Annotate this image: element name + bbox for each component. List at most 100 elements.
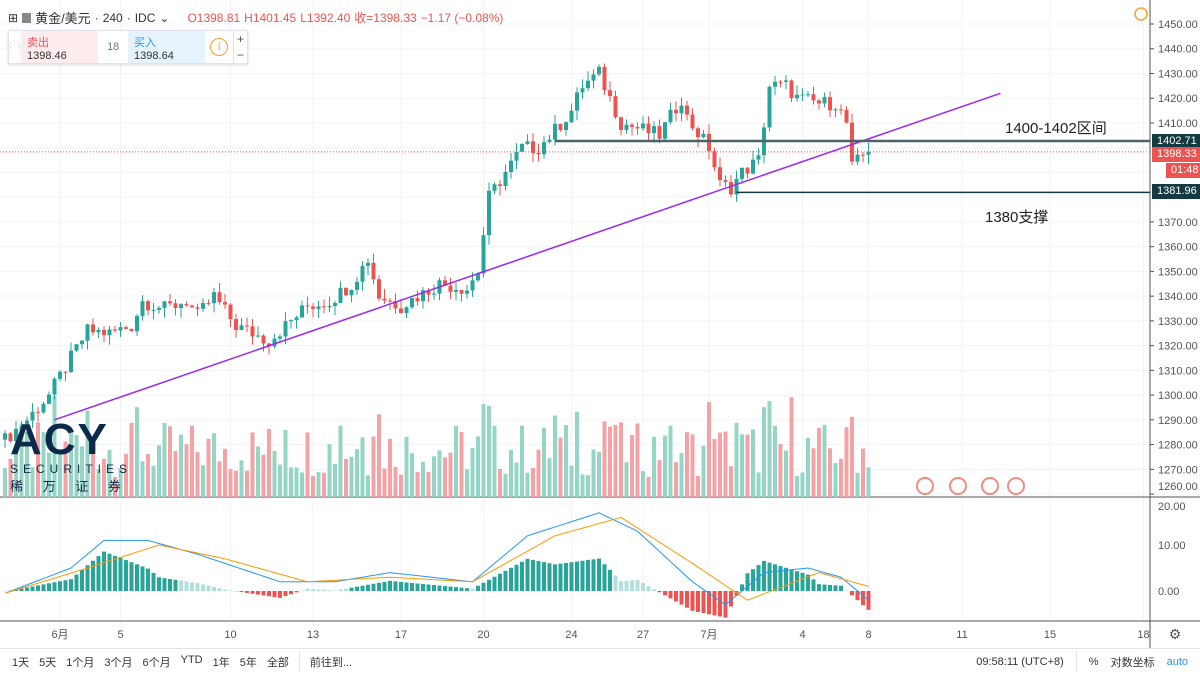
- candle-body: [844, 109, 849, 123]
- macd-histogram-bar: [558, 563, 563, 591]
- expand-icon[interactable]: ⊞: [8, 10, 19, 25]
- candle-body: [586, 80, 590, 89]
- macd-histogram-bar: [542, 562, 546, 591]
- settings-icon[interactable]: ⚙: [1169, 626, 1182, 642]
- candle-body: [459, 290, 464, 294]
- macd-histogram-bar: [839, 585, 843, 591]
- macd-histogram-bar: [514, 564, 519, 591]
- macd-histogram-bar: [674, 591, 678, 602]
- candle-body: [184, 304, 189, 306]
- range-button[interactable]: YTD: [180, 654, 203, 666]
- candle-body: [168, 301, 172, 304]
- price-chart[interactable]: 1450.00 1440.00 1430.00 1420.00 1410.00 1370.…: [0, 0, 1200, 648]
- volume-bar: [201, 465, 205, 497]
- macd-histogram-bar: [817, 584, 821, 591]
- macd-histogram-bar: [564, 562, 568, 591]
- zoom-in-button[interactable]: +: [237, 32, 245, 46]
- candle-body: [751, 159, 755, 174]
- chevron-down-icon[interactable]: ⌄: [159, 10, 170, 25]
- candle-body: [371, 262, 376, 280]
- macd-histogram-bar: [624, 580, 629, 591]
- candle-body: [3, 433, 7, 440]
- volume-bar: [756, 472, 761, 497]
- range-button[interactable]: 5年: [239, 657, 257, 669]
- macd-histogram-bar: [553, 564, 557, 591]
- candle-body: [333, 302, 337, 306]
- volume-bar: [168, 426, 172, 497]
- volume-bar: [333, 463, 337, 497]
- zoom-out-button[interactable]: −: [237, 48, 245, 62]
- candle-body: [476, 273, 480, 281]
- log-scale-toggle[interactable]: 对数坐标: [1110, 657, 1155, 669]
- trend-line: [54, 92, 1001, 421]
- volume-bar: [723, 431, 728, 497]
- candle-body: [591, 74, 596, 81]
- drag-handle-icon[interactable]: ⋮⋮: [6, 41, 24, 52]
- interval[interactable]: 240: [102, 10, 123, 25]
- candle-body: [547, 139, 552, 143]
- volume-bar: [789, 397, 794, 497]
- volume-bar: [839, 458, 843, 497]
- auto-scale-toggle[interactable]: auto: [1166, 656, 1188, 668]
- macd-histogram-bar: [657, 591, 662, 593]
- candle-body: [861, 154, 865, 156]
- time-tick-label: 5: [117, 629, 123, 641]
- range-button[interactable]: 3个月: [104, 657, 133, 669]
- volume-bar: [448, 452, 453, 497]
- macd-histogram-bar: [52, 582, 57, 591]
- macd-histogram-bar: [641, 582, 645, 591]
- volume-bar: [14, 447, 18, 497]
- goto-button[interactable]: 前往到...: [309, 657, 353, 669]
- volume-bar: [712, 439, 717, 497]
- volume-bar: [470, 447, 475, 497]
- info-button[interactable]: i: [205, 31, 233, 63]
- range-button[interactable]: 5天: [39, 657, 57, 669]
- percent-toggle[interactable]: %: [1088, 656, 1099, 668]
- macd-histogram-bar: [399, 581, 403, 591]
- macd-histogram-bar: [630, 580, 634, 591]
- candle-body: [388, 300, 392, 302]
- candle-body: [410, 298, 414, 308]
- range-button[interactable]: 1个月: [66, 657, 95, 669]
- candle-body: [558, 123, 563, 131]
- candle-body: [360, 265, 365, 282]
- sell-button[interactable]: 卖出 1398.46: [21, 31, 99, 63]
- candle-body: [696, 128, 700, 138]
- candle-body: [729, 181, 733, 195]
- volume-bar: [624, 462, 629, 497]
- volume-bar: [228, 469, 233, 497]
- ohlc-close: 收=1398.33: [354, 11, 417, 25]
- candle-body: [366, 262, 370, 266]
- buy-button[interactable]: 买入 1398.64: [128, 31, 206, 63]
- macd-histogram-bar: [663, 591, 667, 596]
- range-button[interactable]: 6个月: [142, 657, 171, 669]
- range-button[interactable]: 1天: [12, 657, 30, 669]
- candle-body: [778, 81, 783, 83]
- volume-bar: [696, 475, 700, 497]
- candle-body: [129, 328, 134, 332]
- time-tick-label: 7月: [700, 629, 717, 641]
- time-tick-label: 20: [477, 629, 489, 641]
- clock[interactable]: 09:58:11 (UTC+8): [976, 656, 1064, 668]
- volume-bar: [492, 425, 497, 497]
- candle-body: [124, 327, 128, 329]
- candle-body: [58, 371, 62, 379]
- volume-bar: [355, 449, 359, 497]
- volume-bar: [619, 422, 623, 497]
- macd-histogram-bar: [91, 560, 95, 591]
- macd-histogram-bar: [355, 586, 359, 591]
- volume-bar: [608, 426, 612, 497]
- candle-body: [316, 306, 321, 309]
- volume-bar: [19, 423, 24, 497]
- macd-histogram-bar: [718, 591, 722, 617]
- candle-body: [245, 325, 249, 327]
- candle-body: [327, 305, 332, 308]
- range-button[interactable]: 全部: [266, 657, 289, 669]
- macd-histogram-bar: [806, 574, 810, 591]
- symbol-header: ⊞ 黄金/美元 · 240 · IDC ⌄ O1398.81 H1401.45 L13…: [8, 8, 503, 27]
- logo-sub: SECURITIES: [10, 462, 133, 476]
- macd-histogram-bar: [272, 591, 277, 598]
- candle-body: [74, 344, 79, 351]
- symbol-name[interactable]: 黄金/美元: [35, 11, 91, 26]
- range-button[interactable]: 1年: [212, 657, 230, 669]
